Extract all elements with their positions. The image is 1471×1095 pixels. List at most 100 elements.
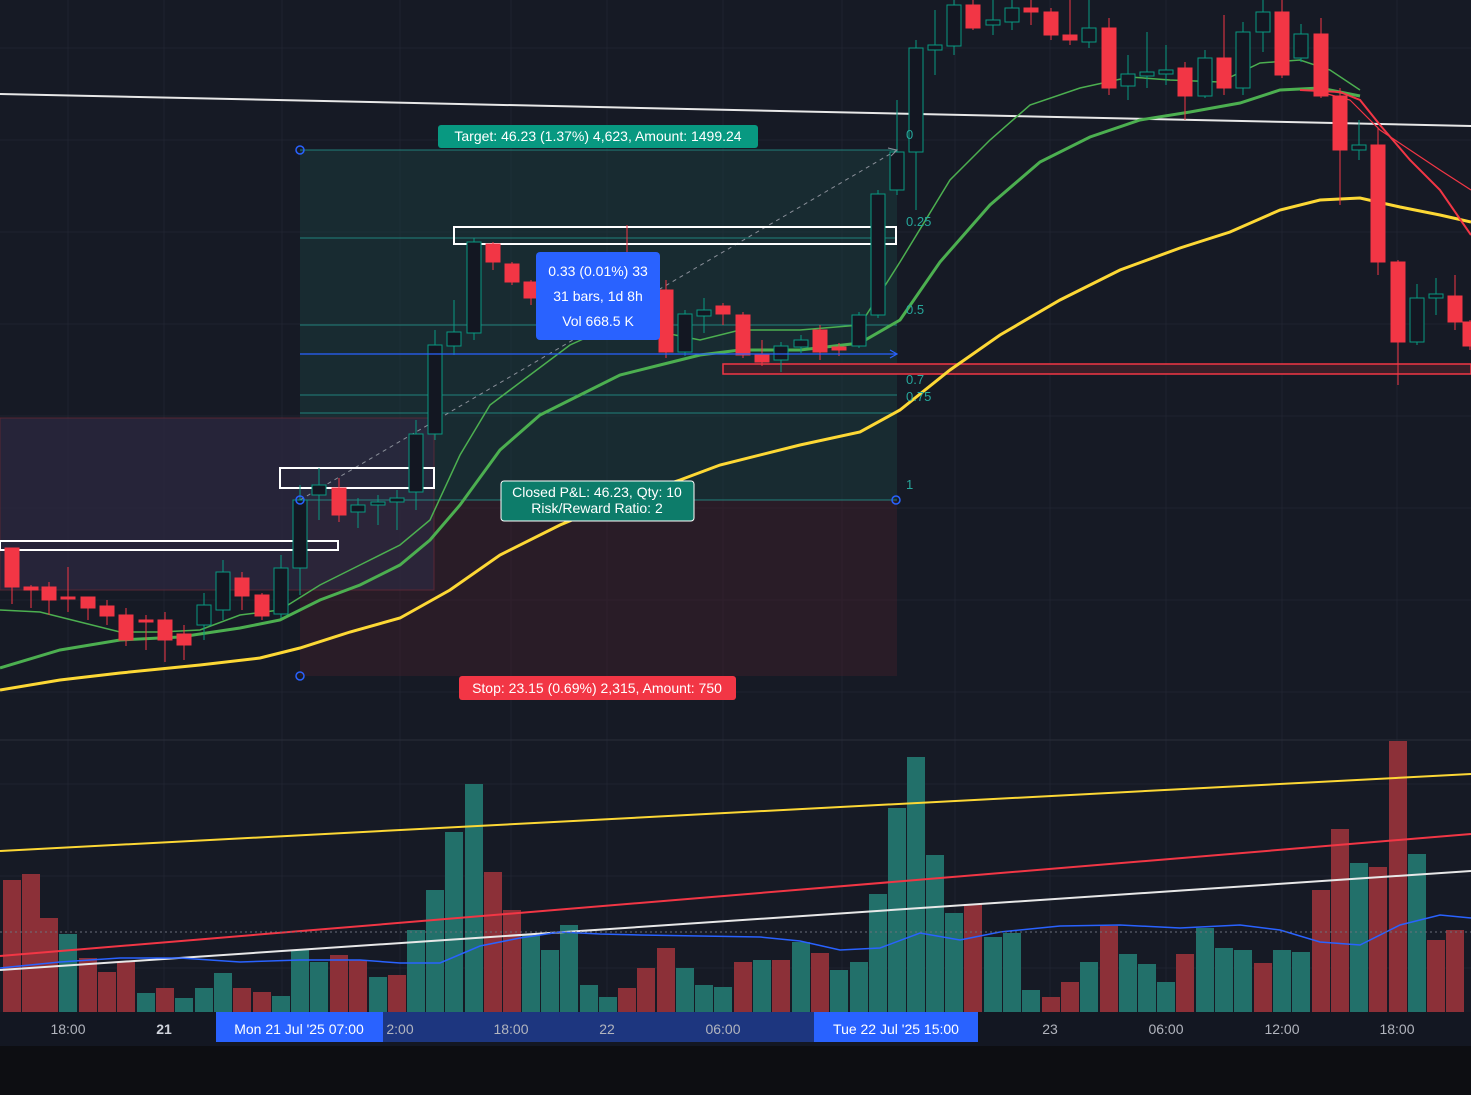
volume-bar-55 (1061, 982, 1079, 1012)
volume-trend-red (0, 833, 1471, 957)
candle-body-7 (138, 619, 154, 623)
candle-body-41 (793, 339, 809, 348)
stop-label: Stop: 23.15 (0.69%) 2,315, Amount: 750 (459, 676, 736, 700)
candle-body-5 (99, 605, 115, 617)
candle-body-6 (118, 614, 134, 641)
volume-bar-25 (484, 872, 502, 1012)
candle-body-50 (965, 4, 981, 29)
volume-bar-64 (1234, 950, 1252, 1012)
volume-bar-47 (907, 757, 925, 1012)
volume-bar-2 (40, 918, 58, 1012)
volume-bar-60 (1157, 982, 1175, 1012)
volume-bar-42 (811, 953, 829, 1012)
x-tick-7: 06:00 (1148, 1021, 1183, 1037)
candle-body-72 (1390, 261, 1406, 343)
handle-stop[interactable] (295, 671, 305, 681)
fib-label-5: 1 (906, 477, 913, 492)
candle-body-40 (773, 345, 789, 361)
handle-entry-right[interactable] (891, 495, 901, 505)
box-red-support (722, 363, 1471, 375)
measure-tooltip: 0.33 (0.01%) 33 31 bars, 1d 8h Vol 668.5… (536, 252, 660, 340)
candle-body-76 (1462, 321, 1471, 347)
volume-bar-8 (156, 988, 174, 1012)
volume-bar-61 (1176, 954, 1194, 1012)
candle-body-22 (427, 344, 443, 435)
volume-bar-11 (214, 973, 232, 1012)
candle-body-56 (1081, 27, 1097, 43)
candle-body-59 (1139, 71, 1155, 77)
path-arrow (887, 147, 898, 157)
candle-body-38 (735, 314, 751, 356)
candle-body-45 (870, 193, 886, 316)
candle-body-14 (273, 567, 289, 615)
candle-body-19 (370, 501, 386, 506)
volume-bar-67 (1292, 952, 1310, 1012)
volume-bar-35 (676, 968, 694, 1012)
volume-bar-23 (445, 832, 463, 1012)
candle-body-24 (466, 241, 482, 334)
bottom-bar (0, 1046, 1471, 1095)
candle-body-44 (851, 314, 867, 347)
candle-body-25 (485, 243, 501, 263)
supply-zone (0, 417, 435, 591)
volume-bar-75 (1446, 930, 1464, 1012)
candle-body-2 (41, 586, 57, 601)
candle-body-16 (311, 484, 327, 496)
volume-bar-7 (137, 993, 155, 1012)
fib-labels: 0 0.25 0.5 0.7 0.75 1 (906, 127, 931, 492)
volume-bar-30 (580, 985, 598, 1012)
volume-bar-41 (792, 942, 810, 1012)
svg-text:Target: 46.23 (1.37%) 4,623, A: Target: 46.23 (1.37%) 4,623, Amount: 149… (454, 128, 741, 144)
x-tick-5: 06:00 (705, 1021, 740, 1037)
candle-body-69 (1332, 95, 1348, 151)
volume-bar-45 (869, 894, 887, 1012)
volume-bar-71 (1369, 867, 1387, 1012)
volume-bar-14 (272, 996, 290, 1012)
volume-bar-58 (1119, 954, 1137, 1012)
svg-text:Closed P&L: 46.23, Qty: 10: Closed P&L: 46.23, Qty: 10 (512, 484, 682, 500)
volume-bar-0 (3, 880, 21, 1012)
volume-bar-22 (426, 890, 444, 1012)
x-tick-8: 12:00 (1264, 1021, 1299, 1037)
target-label: Target: 46.23 (1.37%) 4,623, Amount: 149… (438, 125, 758, 148)
candle-body-70 (1351, 144, 1367, 151)
volume-bar-27 (522, 935, 540, 1012)
candle-body-60 (1158, 69, 1174, 75)
candle-body-0 (4, 547, 20, 588)
ema-long-line (0, 196, 1471, 692)
x-tick-6: 23 (1042, 1021, 1058, 1037)
candle-body-8 (157, 619, 173, 641)
volume-bar-57 (1100, 926, 1118, 1012)
volume-bar-65 (1254, 963, 1272, 1012)
volume-bar-70 (1350, 863, 1368, 1012)
handle-entry[interactable] (295, 495, 305, 505)
candle-body-53 (1023, 7, 1039, 13)
volume-bar-4 (79, 958, 97, 1012)
box-white-top (453, 226, 897, 245)
volume-bar-26 (503, 910, 521, 1012)
candle-body-52 (1004, 7, 1020, 23)
candle-body-68 (1313, 33, 1329, 97)
candle-body-66 (1274, 11, 1290, 76)
candle-body-26 (504, 263, 520, 283)
volume-bar-73 (1408, 854, 1426, 1012)
candle-body-71 (1370, 144, 1386, 263)
candle-body-63 (1216, 57, 1232, 89)
volume-bar-52 (1003, 933, 1021, 1012)
volume-bar-20 (388, 975, 406, 1012)
volume-bar-24 (465, 784, 483, 1012)
candle-body-73 (1409, 297, 1425, 343)
volume-bar-19 (369, 977, 387, 1012)
volume-bar-62 (1196, 928, 1214, 1012)
candle-body-55 (1062, 34, 1078, 41)
candle-body-4 (80, 596, 96, 609)
volume-bar-12 (233, 988, 251, 1012)
candle-body-43 (831, 346, 847, 351)
candle-body-57 (1101, 27, 1117, 89)
handle-target[interactable] (295, 145, 305, 155)
volume-bar-34 (657, 948, 675, 1012)
volume-bar-13 (253, 992, 271, 1012)
volume-bar-51 (984, 937, 1002, 1012)
volume-bar-40 (772, 960, 790, 1012)
